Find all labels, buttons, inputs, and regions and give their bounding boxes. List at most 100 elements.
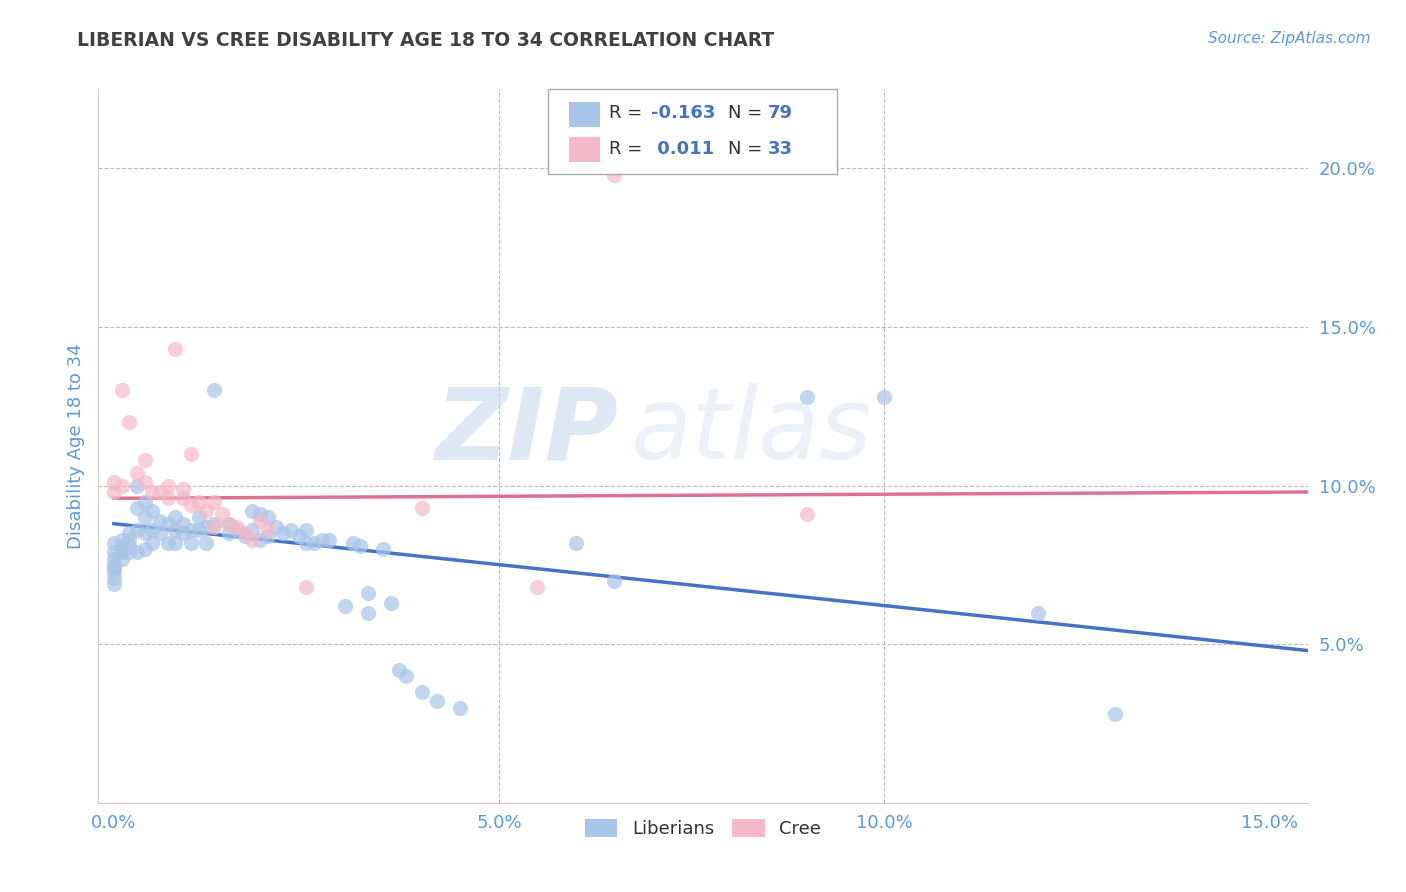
Point — [195, 504, 218, 518]
Point — [233, 529, 256, 543]
Text: R =: R = — [609, 104, 648, 122]
Text: 0.011: 0.011 — [651, 140, 714, 158]
Text: R =: R = — [609, 140, 648, 158]
Point — [110, 478, 132, 492]
Point — [187, 494, 209, 508]
Point — [165, 523, 187, 537]
Point — [796, 507, 818, 521]
Point — [187, 523, 209, 537]
Point — [1026, 606, 1049, 620]
Point — [202, 520, 225, 534]
Point — [125, 523, 148, 537]
Point — [110, 384, 132, 398]
Text: 33: 33 — [768, 140, 793, 158]
Point — [333, 599, 356, 614]
Point — [249, 533, 271, 547]
Point — [156, 491, 179, 506]
Point — [218, 516, 240, 531]
Text: -0.163: -0.163 — [651, 104, 716, 122]
Point — [180, 535, 202, 549]
Point — [257, 510, 280, 524]
Point — [202, 516, 225, 531]
Point — [125, 500, 148, 515]
Point — [180, 447, 202, 461]
Point — [218, 516, 240, 531]
Point — [264, 520, 287, 534]
Point — [134, 453, 156, 467]
Point — [526, 580, 548, 594]
Point — [172, 482, 194, 496]
Point — [118, 526, 141, 541]
Point — [280, 523, 302, 537]
Point — [873, 390, 896, 404]
Point — [141, 485, 163, 500]
Point — [134, 494, 156, 508]
Text: N =: N = — [728, 104, 768, 122]
Point — [149, 514, 172, 528]
Point — [134, 475, 156, 490]
Text: atlas: atlas — [630, 384, 872, 480]
Point — [233, 526, 256, 541]
Point — [103, 545, 125, 559]
Point — [141, 535, 163, 549]
Point — [395, 669, 418, 683]
Point — [257, 523, 280, 537]
Point — [411, 685, 433, 699]
Point — [156, 535, 179, 549]
Point — [449, 700, 471, 714]
Point — [295, 580, 318, 594]
Point — [180, 498, 202, 512]
Point — [411, 500, 433, 515]
Point — [357, 586, 380, 600]
Point — [202, 384, 225, 398]
Point — [103, 551, 125, 566]
Point — [226, 523, 249, 537]
Point — [103, 485, 125, 500]
Point — [311, 533, 333, 547]
Point — [103, 564, 125, 578]
Point — [195, 520, 218, 534]
Point — [103, 561, 125, 575]
Point — [257, 529, 280, 543]
Point — [134, 510, 156, 524]
Point — [156, 516, 179, 531]
Point — [388, 663, 411, 677]
Point — [134, 526, 156, 541]
Point — [103, 535, 125, 549]
Point — [271, 526, 294, 541]
Point — [110, 545, 132, 559]
Legend: Liberians, Cree: Liberians, Cree — [576, 810, 830, 847]
Point — [172, 491, 194, 506]
Point — [118, 545, 141, 559]
Point — [125, 478, 148, 492]
Text: LIBERIAN VS CREE DISABILITY AGE 18 TO 34 CORRELATION CHART: LIBERIAN VS CREE DISABILITY AGE 18 TO 34… — [77, 31, 775, 50]
Point — [141, 523, 163, 537]
Text: ZIP: ZIP — [436, 384, 619, 480]
Text: N =: N = — [728, 140, 768, 158]
Point — [187, 510, 209, 524]
Point — [287, 529, 309, 543]
Point — [103, 558, 125, 572]
Point — [103, 577, 125, 591]
Point — [110, 539, 132, 553]
Point — [149, 526, 172, 541]
Point — [603, 574, 626, 588]
Point — [149, 485, 172, 500]
Point — [342, 535, 364, 549]
Point — [125, 545, 148, 559]
Point — [226, 520, 249, 534]
Point — [110, 533, 132, 547]
Point — [242, 533, 264, 547]
Point — [318, 533, 340, 547]
Point — [165, 510, 187, 524]
Point — [118, 539, 141, 553]
Point — [172, 526, 194, 541]
Point — [165, 535, 187, 549]
Point — [426, 694, 449, 708]
Point — [565, 535, 588, 549]
Point — [295, 523, 318, 537]
Point — [302, 535, 325, 549]
Point — [796, 390, 818, 404]
Point — [349, 539, 371, 553]
Point — [141, 504, 163, 518]
